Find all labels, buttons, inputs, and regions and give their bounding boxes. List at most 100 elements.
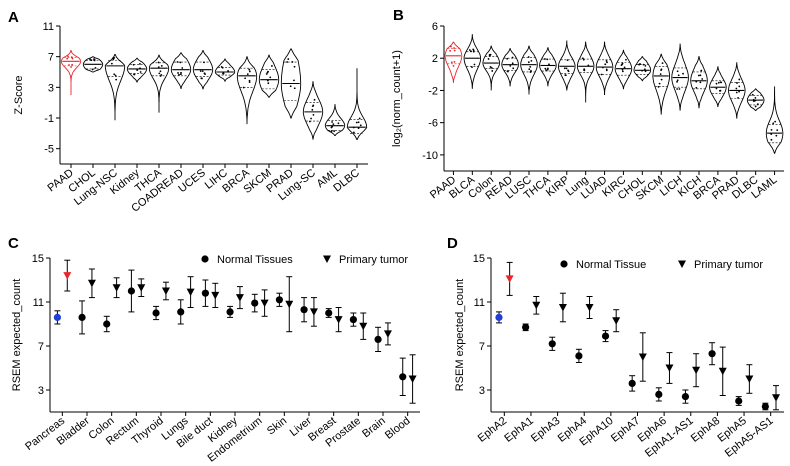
violin-point — [453, 60, 456, 63]
violin-Lung — [576, 41, 595, 103]
y-tick-label: 11 — [474, 297, 485, 309]
tumor-Colon-marker — [112, 284, 121, 292]
violin-point — [737, 97, 739, 99]
violin-point — [770, 128, 773, 131]
violin-point — [491, 70, 494, 72]
tumor-EphA2-marker — [505, 275, 514, 283]
violin-point — [450, 61, 453, 64]
violin-point — [583, 68, 585, 71]
violin-point — [310, 117, 313, 120]
violin-point — [621, 63, 624, 66]
violin-point — [70, 66, 72, 68]
violin-point — [114, 74, 117, 77]
normal-EphA6-marker — [655, 390, 663, 398]
violin-point — [641, 69, 643, 72]
violin-BLCA — [463, 34, 482, 89]
violin-point — [359, 124, 362, 127]
violin-point — [287, 58, 290, 60]
violin-point — [453, 49, 456, 52]
violin-point — [330, 130, 333, 133]
panel-letter-c: C — [8, 235, 19, 252]
y-tick-label: 6 — [432, 21, 438, 33]
violin-point — [332, 123, 335, 126]
violin-point — [267, 82, 270, 85]
violin-point — [181, 67, 184, 69]
violin-point — [543, 58, 546, 60]
violin-point — [564, 74, 567, 77]
violin-point — [293, 65, 296, 68]
violin-point — [625, 58, 627, 61]
violin-SKCM — [652, 53, 670, 115]
normal-Endometrium-marker — [251, 299, 259, 307]
x-tick-label: EphA2 — [476, 415, 509, 445]
violin-point — [544, 67, 547, 70]
violin-point — [587, 64, 590, 67]
violin-point — [567, 69, 569, 72]
violin-point — [661, 62, 664, 65]
tumor-EphA8-marker — [718, 367, 727, 376]
violin-LAML — [765, 86, 784, 154]
violin-point — [751, 93, 754, 96]
violin-point — [566, 59, 569, 62]
violin-point — [600, 73, 603, 76]
violin-point — [353, 131, 355, 134]
violin-point — [604, 63, 607, 66]
violin-point — [248, 79, 251, 82]
violin-point — [160, 74, 163, 76]
violin-point — [735, 87, 738, 90]
violin-point — [658, 82, 661, 85]
normal-Blood-marker — [399, 373, 407, 381]
violin-point — [472, 50, 475, 53]
normal-Brain-marker — [374, 335, 382, 343]
normal-Thyroid-marker — [152, 309, 160, 317]
tumor-Breast-marker — [334, 316, 343, 324]
panel-a-violin-zscore: A-5-13711Z-ScorePAADCHOLLung-NSCKidneyTH… — [8, 9, 368, 215]
violin-DLBC — [346, 68, 368, 140]
violin-point — [699, 74, 702, 77]
tumor-Rectum-marker — [137, 284, 146, 292]
violin-point — [178, 73, 180, 76]
violin-point — [642, 63, 645, 66]
y-tick-label: -5 — [44, 144, 54, 156]
violin-point — [512, 67, 515, 70]
violin-point — [179, 73, 182, 76]
violin-point — [530, 69, 532, 72]
legend-tumor-label: Primary tumor — [339, 254, 408, 266]
normal-Lungs-marker — [177, 308, 185, 316]
violin-point — [643, 68, 646, 71]
violin-point — [266, 71, 269, 74]
x-tick-label: EphA3 — [529, 415, 562, 445]
tumor-Bladder-marker — [87, 279, 96, 288]
y-tick-label: 3 — [48, 82, 54, 94]
y-tick-label: 7 — [38, 341, 44, 353]
violin-point — [201, 77, 203, 80]
violin-point — [157, 61, 160, 64]
violin-point — [66, 57, 69, 60]
y-tick-label: 15 — [473, 253, 485, 265]
violin-point — [133, 73, 135, 76]
violin-point — [159, 70, 162, 73]
violin-point — [509, 64, 512, 67]
violin-point — [676, 70, 679, 73]
y-tick-label: 7 — [48, 52, 54, 64]
tumor-Blood-marker — [408, 375, 417, 383]
violin-point — [699, 81, 702, 84]
normal-EphA1-AS1-marker — [681, 393, 690, 401]
violin-KIRP — [558, 40, 576, 91]
x-tick-label: EphA8 — [689, 415, 722, 445]
violin-point — [677, 74, 680, 77]
violin-point — [450, 45, 452, 48]
violin-point — [754, 99, 757, 102]
violin-point — [358, 117, 361, 120]
tumor-Kidney-marker — [235, 294, 244, 302]
y-axis-label: RSEM expected_count — [454, 279, 466, 392]
violin-point — [701, 78, 704, 80]
violin-point — [582, 58, 585, 61]
violin-point — [527, 56, 530, 58]
violin-point — [530, 59, 533, 62]
violin-point — [201, 70, 204, 73]
violin-point — [266, 79, 269, 82]
violin-point — [489, 66, 492, 68]
violin-point — [337, 122, 340, 125]
violin-point — [659, 73, 662, 76]
